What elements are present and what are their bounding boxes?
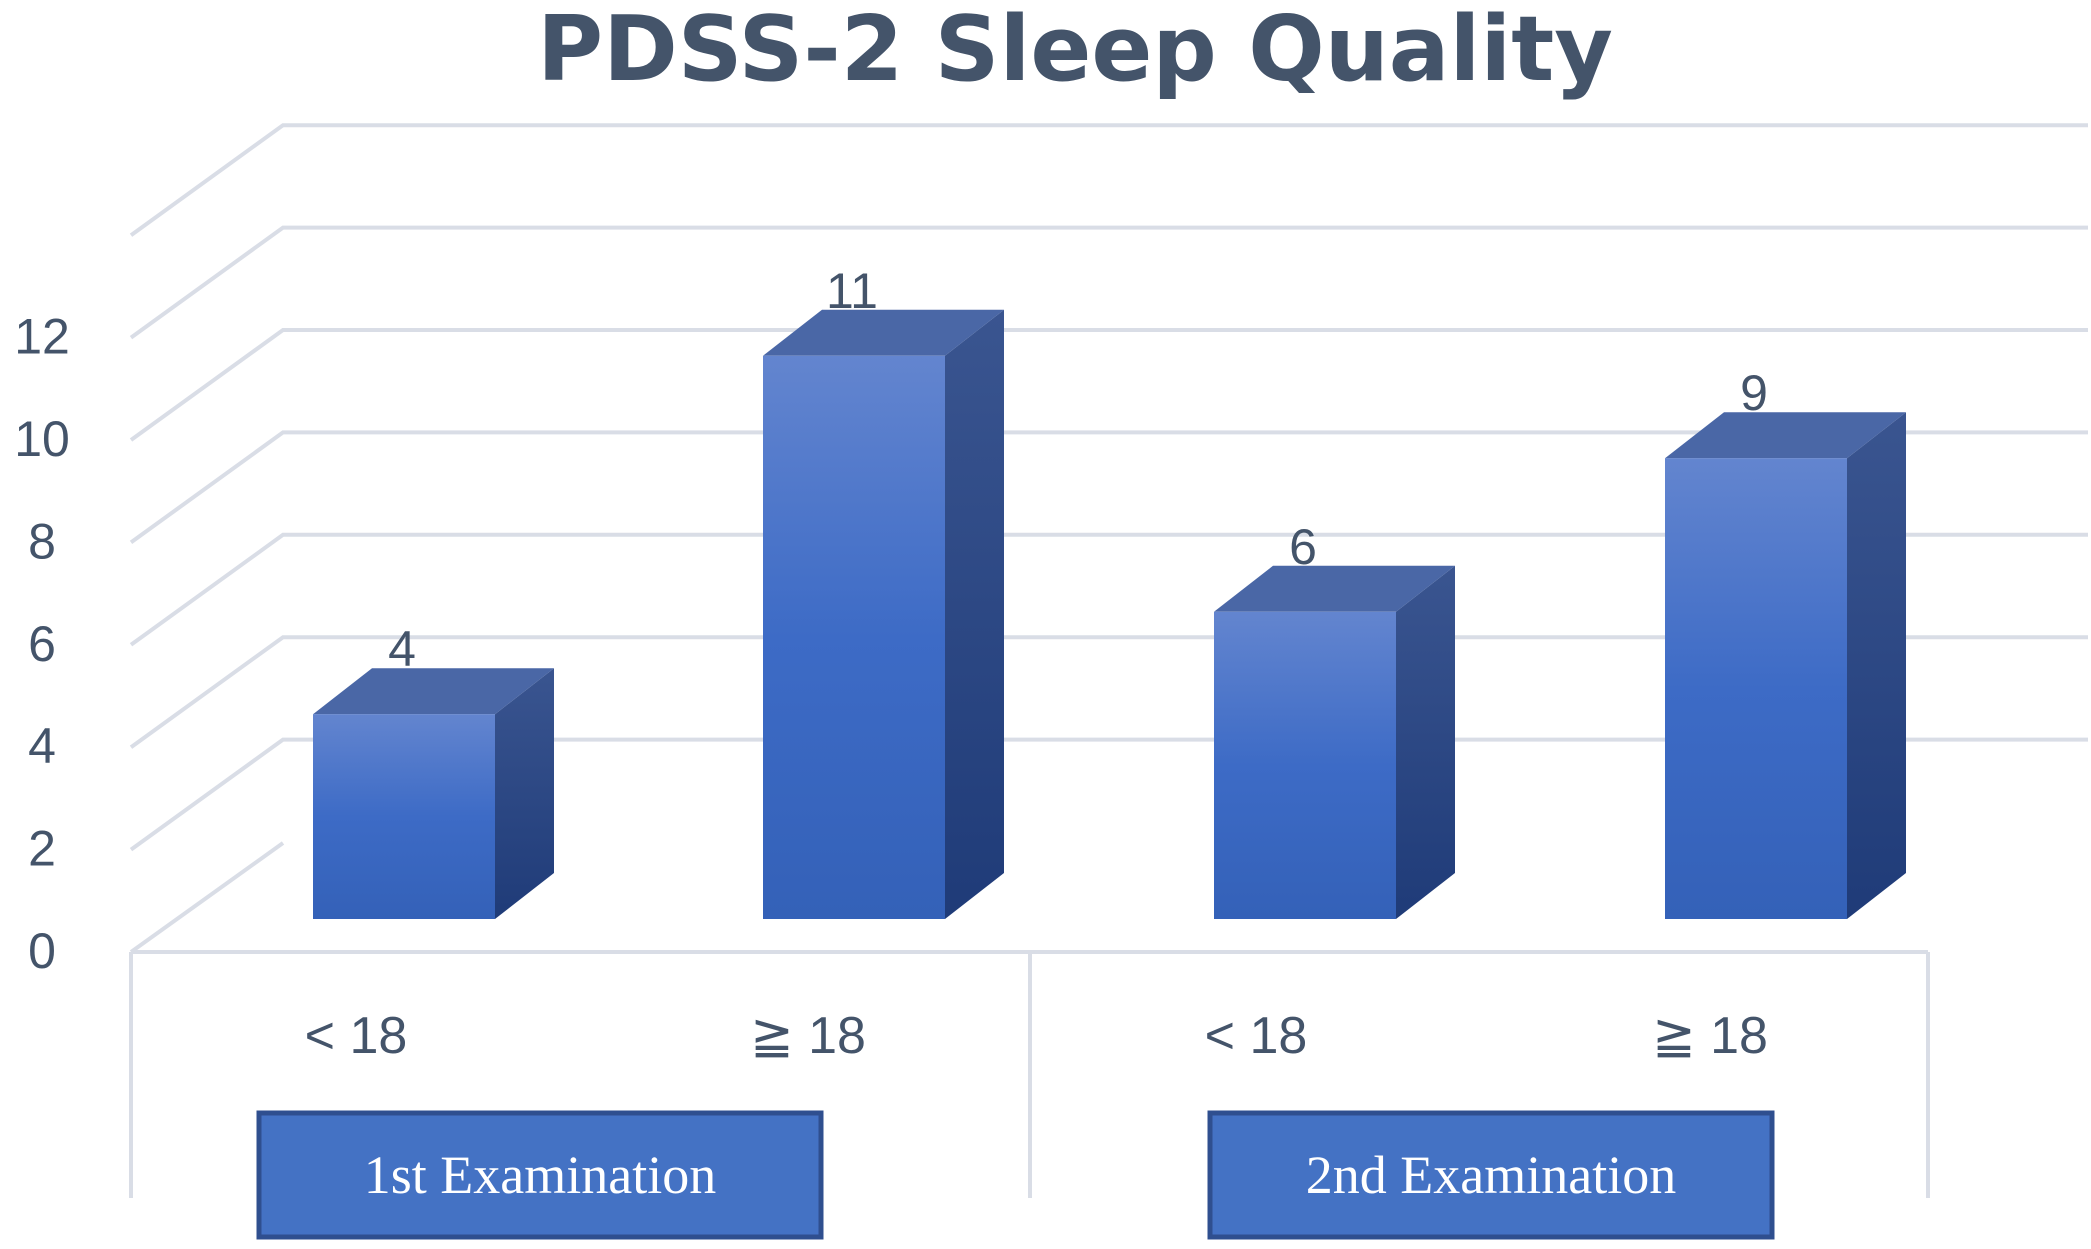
gridline xyxy=(129,328,2088,442)
gridline xyxy=(129,737,2088,852)
x-axis-categories: < 18 ≧ 18 < 18 ≧ 18 xyxy=(305,1007,1768,1065)
data-label: 6 xyxy=(1289,519,1317,575)
group-label: 2nd Examination xyxy=(1306,1145,1676,1205)
group-label: 1st Examination xyxy=(364,1145,716,1205)
gridline xyxy=(129,532,2088,647)
y-tick-label: 4 xyxy=(28,718,56,774)
gridlines xyxy=(129,123,2088,852)
category-label: < 18 xyxy=(1205,1007,1308,1065)
y-axis-ticks: 0 2 4 6 8 10 12 xyxy=(14,309,70,979)
category-label: ≧ 18 xyxy=(1652,1007,1768,1065)
y-tick-label: 12 xyxy=(14,309,70,365)
bar-top xyxy=(313,668,554,715)
y-tick-label: 8 xyxy=(28,513,56,569)
y-tick-label: 6 xyxy=(28,616,56,672)
category-label: ≧ 18 xyxy=(750,1007,866,1065)
category-label: < 18 xyxy=(305,1007,408,1065)
bar-front xyxy=(1214,611,1396,919)
y-tick-label: 0 xyxy=(28,923,56,979)
group-labels: 1st Examination 2nd Examination xyxy=(256,1110,1775,1240)
bars xyxy=(313,309,1906,919)
floor-edge xyxy=(129,841,285,954)
data-label: 11 xyxy=(826,263,878,319)
y-tick-label: 2 xyxy=(28,821,56,877)
category-axis-frame xyxy=(129,841,1930,1198)
data-label: 9 xyxy=(1740,365,1768,421)
chart-title: PDSS-2 Sleep Quality xyxy=(537,0,1613,102)
bar-side xyxy=(1847,412,1906,919)
bar-side xyxy=(495,668,554,919)
bar xyxy=(313,668,554,919)
data-labels: 4 11 6 9 xyxy=(388,263,1768,677)
bar-front xyxy=(1665,458,1847,919)
gridline xyxy=(129,635,2088,749)
group-label-box: 1st Examination xyxy=(256,1110,824,1240)
bar xyxy=(763,309,1004,919)
bar-front xyxy=(763,355,945,919)
bar xyxy=(1665,412,1906,919)
bar-side xyxy=(945,309,1004,919)
y-tick-label: 10 xyxy=(14,411,70,467)
gridline xyxy=(129,123,2088,237)
bar xyxy=(1214,565,1455,919)
bar-top xyxy=(1665,412,1906,459)
bar-front xyxy=(313,714,495,919)
bar-side xyxy=(1396,565,1455,919)
data-label: 4 xyxy=(388,621,416,677)
gridline xyxy=(129,430,2088,545)
bar-top xyxy=(1214,565,1455,612)
gridline xyxy=(129,225,2088,340)
group-label-box: 2nd Examination xyxy=(1207,1110,1775,1240)
bar-top xyxy=(763,309,1004,356)
